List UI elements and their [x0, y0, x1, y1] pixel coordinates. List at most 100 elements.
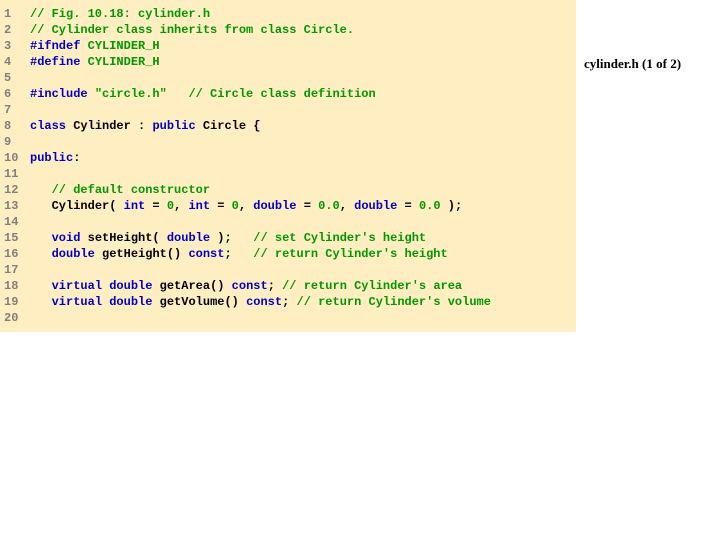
line-number: 16	[4, 246, 26, 262]
keyword: double	[253, 199, 296, 213]
keyword: #ifndef	[30, 39, 80, 53]
code-line	[30, 134, 576, 150]
line-number: 13	[4, 198, 26, 214]
code-line	[30, 166, 576, 182]
code-text: setHeight(	[80, 231, 166, 245]
number: 0.0	[419, 199, 441, 213]
line-number: 14	[4, 214, 26, 230]
code-line: virtual double getVolume() const; // ret…	[30, 294, 576, 310]
line-number-gutter: 1 2 3 4 5 6 7 8 9 10 11 12 13 14 15 16 1…	[0, 6, 26, 326]
code-text: );	[441, 199, 463, 213]
code-text: ;	[224, 247, 253, 261]
code-line	[30, 310, 576, 326]
keyword: class	[30, 119, 66, 133]
keyword: const	[246, 295, 282, 309]
code-text: getArea()	[152, 279, 231, 293]
code-text: ,	[239, 199, 253, 213]
code-line: public:	[30, 150, 576, 166]
code-text	[30, 183, 52, 197]
code-line: Cylinder( int = 0, int = 0, double = 0.0…	[30, 198, 576, 214]
macro-name: CYLINDER_H	[80, 39, 159, 53]
line-number: 12	[4, 182, 26, 198]
code-text	[30, 199, 52, 213]
code-text	[30, 295, 52, 309]
code-line	[30, 70, 576, 86]
code-text: ;	[268, 279, 282, 293]
line-number: 7	[4, 102, 26, 118]
keyword: double	[109, 295, 152, 309]
keyword: double	[109, 279, 152, 293]
slide-label: cylinder.h (1 of 2)	[584, 56, 681, 72]
code-line: // Fig. 10.18: cylinder.h	[30, 6, 576, 22]
code-text: getVolume()	[152, 295, 246, 309]
line-number: 8	[4, 118, 26, 134]
line-number: 15	[4, 230, 26, 246]
code-line: double getHeight() const; // return Cyli…	[30, 246, 576, 262]
code-text: Circle {	[196, 119, 261, 133]
keyword: virtual	[52, 279, 102, 293]
string: "circle.h"	[95, 87, 167, 101]
code-text: );	[210, 231, 253, 245]
code-text	[30, 247, 52, 261]
keyword: public	[152, 119, 195, 133]
comment: // return Cylinder's area	[282, 279, 462, 293]
line-number: 6	[4, 86, 26, 102]
code-block: 1 2 3 4 5 6 7 8 9 10 11 12 13 14 15 16 1…	[0, 0, 576, 332]
code-text: ,	[174, 199, 188, 213]
code-text: =	[210, 199, 232, 213]
code-content: // Fig. 10.18: cylinder.h // Cylinder cl…	[26, 6, 576, 326]
keyword: int	[188, 199, 210, 213]
number: 0	[167, 199, 174, 213]
line-number: 10	[4, 150, 26, 166]
number: 0.0	[318, 199, 340, 213]
code-line: #ifndef CYLINDER_H	[30, 38, 576, 54]
comment: // Fig. 10.18: cylinder.h	[30, 7, 210, 21]
code-text: :	[73, 151, 80, 165]
code-line: class Cylinder : public Circle {	[30, 118, 576, 134]
code-line	[30, 214, 576, 230]
line-number: 1	[4, 6, 26, 22]
code-text: =	[397, 199, 419, 213]
keyword: const	[232, 279, 268, 293]
line-number: 19	[4, 294, 26, 310]
code-line: // Cylinder class inherits from class Ci…	[30, 22, 576, 38]
code-line: void setHeight( double ); // set Cylinde…	[30, 230, 576, 246]
line-number: 18	[4, 278, 26, 294]
keyword: double	[52, 247, 95, 261]
keyword: public	[30, 151, 73, 165]
number: 0	[232, 199, 239, 213]
code-text	[30, 279, 52, 293]
code-text	[30, 231, 52, 245]
keyword: double	[167, 231, 210, 245]
keyword: #define	[30, 55, 80, 69]
code-text: Cylinder(	[52, 199, 124, 213]
code-text: ;	[282, 295, 296, 309]
macro-name: CYLINDER_H	[80, 55, 159, 69]
code-text: =	[145, 199, 167, 213]
code-line: #include "circle.h" // Circle class defi…	[30, 86, 576, 102]
code-text: ,	[340, 199, 354, 213]
keyword: double	[354, 199, 397, 213]
code-text: Cylinder :	[66, 119, 152, 133]
code-text	[167, 87, 189, 101]
keyword: #include	[30, 87, 88, 101]
code-line: virtual double getArea() const; // retur…	[30, 278, 576, 294]
keyword: int	[124, 199, 146, 213]
line-number: 17	[4, 262, 26, 278]
comment: // return Cylinder's volume	[297, 295, 491, 309]
comment: // Circle class definition	[188, 87, 375, 101]
keyword: virtual	[52, 295, 102, 309]
code-text: getHeight()	[95, 247, 189, 261]
line-number: 5	[4, 70, 26, 86]
code-line	[30, 262, 576, 278]
code-line: // default constructor	[30, 182, 576, 198]
code-line: #define CYLINDER_H	[30, 54, 576, 70]
code-line	[30, 102, 576, 118]
line-number: 4	[4, 54, 26, 70]
line-number: 20	[4, 310, 26, 326]
keyword: const	[188, 247, 224, 261]
line-number: 3	[4, 38, 26, 54]
line-number: 11	[4, 166, 26, 182]
line-number: 2	[4, 22, 26, 38]
line-number: 9	[4, 134, 26, 150]
